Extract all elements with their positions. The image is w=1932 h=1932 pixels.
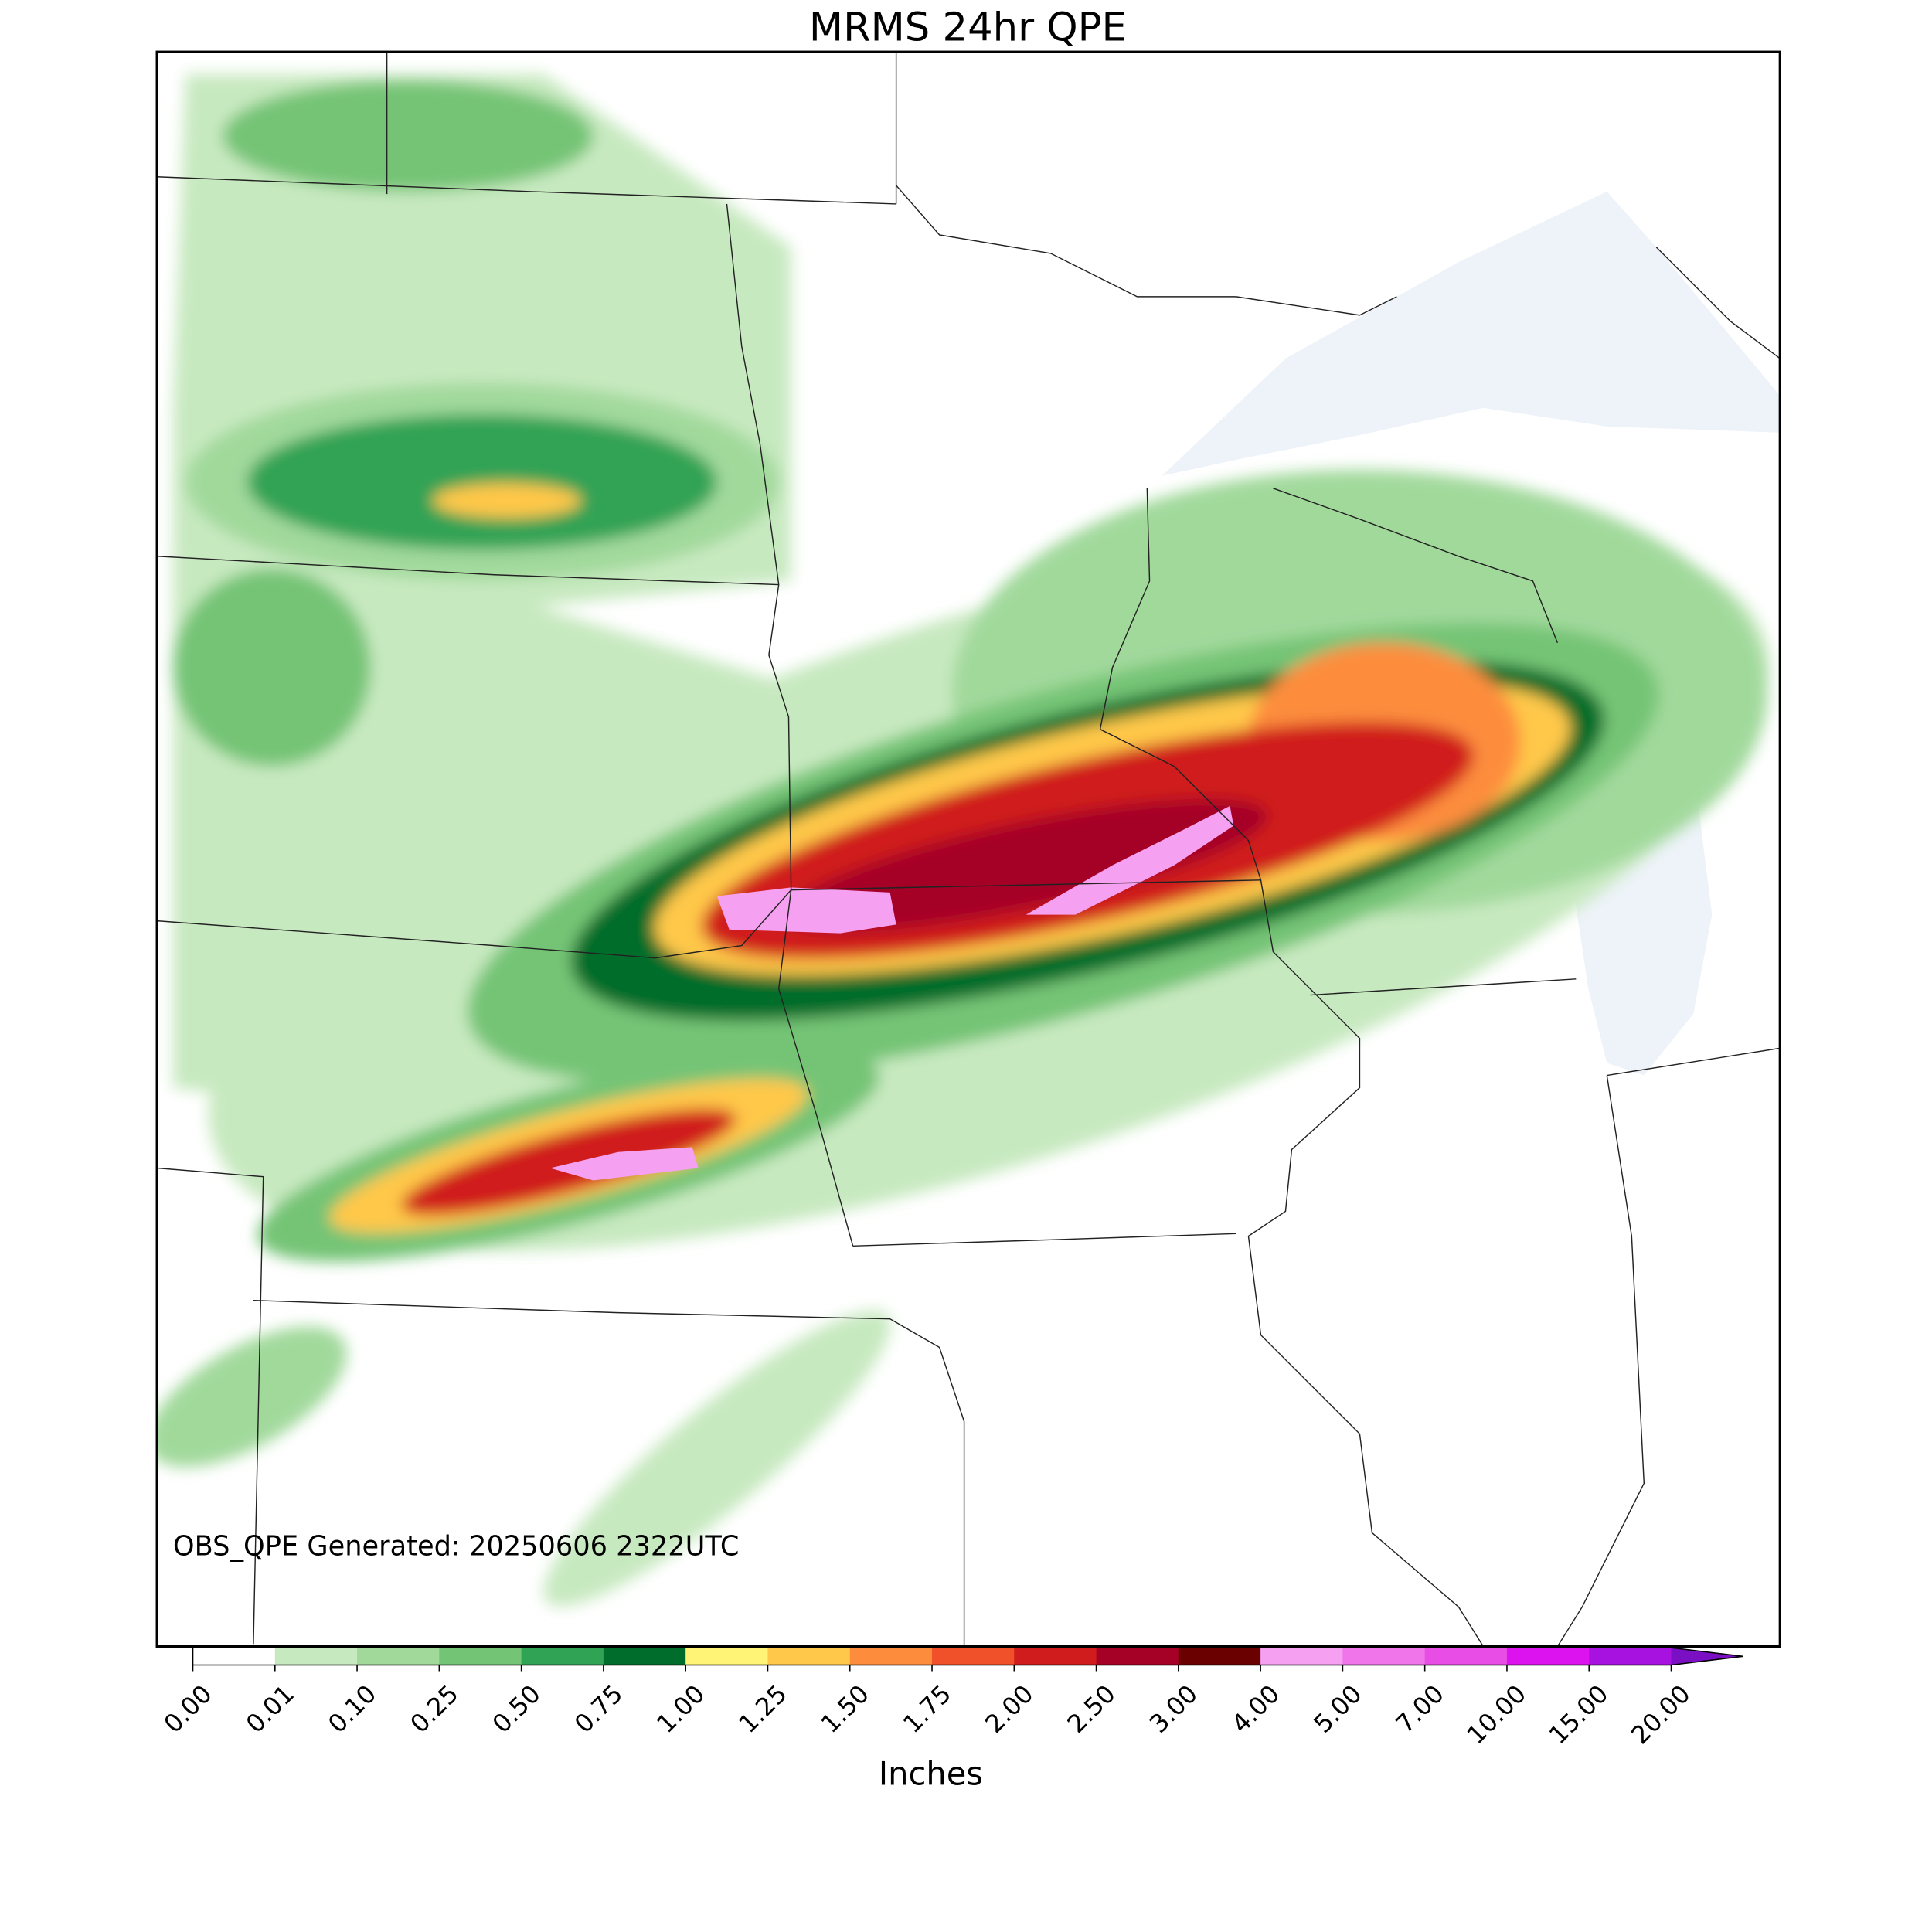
map (157, 52, 1781, 1647)
colorbar-tick-label: 0.75 (569, 1679, 628, 1739)
colorbar-tick-label: 10.00 (1461, 1679, 1532, 1750)
lake-superior (1162, 191, 1781, 476)
boundaries (157, 52, 1781, 1647)
colorbar-tick-label: 15.00 (1543, 1679, 1614, 1750)
colorbar-tick-label: 2.00 (979, 1679, 1039, 1739)
colorbar-tick-label: 0.10 (322, 1679, 382, 1739)
colorbar-segment (849, 1648, 933, 1665)
map-frame (155, 50, 1781, 1648)
colorbar-tick-label: 7.00 (1390, 1679, 1450, 1739)
colorbar-segment (932, 1648, 1015, 1665)
colorbar-segment (439, 1648, 522, 1665)
colorbar-segment (1260, 1648, 1343, 1665)
colorbar-tick-label: 0.00 (158, 1679, 218, 1739)
colorbar-segment (1178, 1648, 1261, 1665)
colorbar-tick-label: 0.01 (240, 1679, 300, 1739)
colorbar-tick-label: 1.75 (897, 1679, 957, 1739)
colorbar-segment (603, 1648, 686, 1665)
colorbar-tick-label: 4.00 (1226, 1679, 1285, 1739)
colorbar-segment (192, 1648, 276, 1665)
colorbar: 0.00 0.01 0.10 0.25 0.50 0.75 1.00 1.25 1.50 1.75… (158, 1647, 1743, 1750)
colorbar-extension (1671, 1648, 1743, 1665)
precip-field (157, 73, 1770, 1607)
colorbar-tick-label: 0.50 (487, 1679, 546, 1739)
colorbar-segment (1096, 1648, 1179, 1665)
colorbar-tick-label: 0.25 (404, 1679, 464, 1739)
colorbar-segment (357, 1648, 440, 1665)
colorbar-tick-label: 1.25 (733, 1679, 792, 1739)
annotation: OBS_QPE Generated: 20250606 2322UTC (173, 1531, 739, 1563)
colorbar-segment (1342, 1648, 1426, 1665)
colorbar-segment (1424, 1648, 1508, 1665)
colorbar-tick-label: 2.50 (1062, 1679, 1121, 1739)
colorbar-tick-label: 3.00 (1144, 1679, 1203, 1739)
colorbar-segment (521, 1648, 604, 1665)
colorbar-segment (767, 1648, 851, 1665)
colorbar-segment (1506, 1648, 1590, 1665)
colorbar-tick-label: 5.00 (1308, 1679, 1367, 1739)
colorbar-tick-label: 1.50 (815, 1679, 875, 1739)
colorbar-tick-label: 1.00 (651, 1679, 710, 1739)
colorbar-segment (1014, 1648, 1097, 1665)
colorbar-segment (274, 1648, 358, 1665)
colorbar-tick-label: 20.00 (1625, 1679, 1696, 1750)
colorbar-label: Inches (879, 1754, 983, 1792)
map-title: MRMS 24hr QPE (809, 4, 1127, 50)
precip-peaks (549, 805, 1234, 1181)
colorbar-segment (1589, 1648, 1672, 1665)
colorbar-segment (685, 1648, 768, 1665)
